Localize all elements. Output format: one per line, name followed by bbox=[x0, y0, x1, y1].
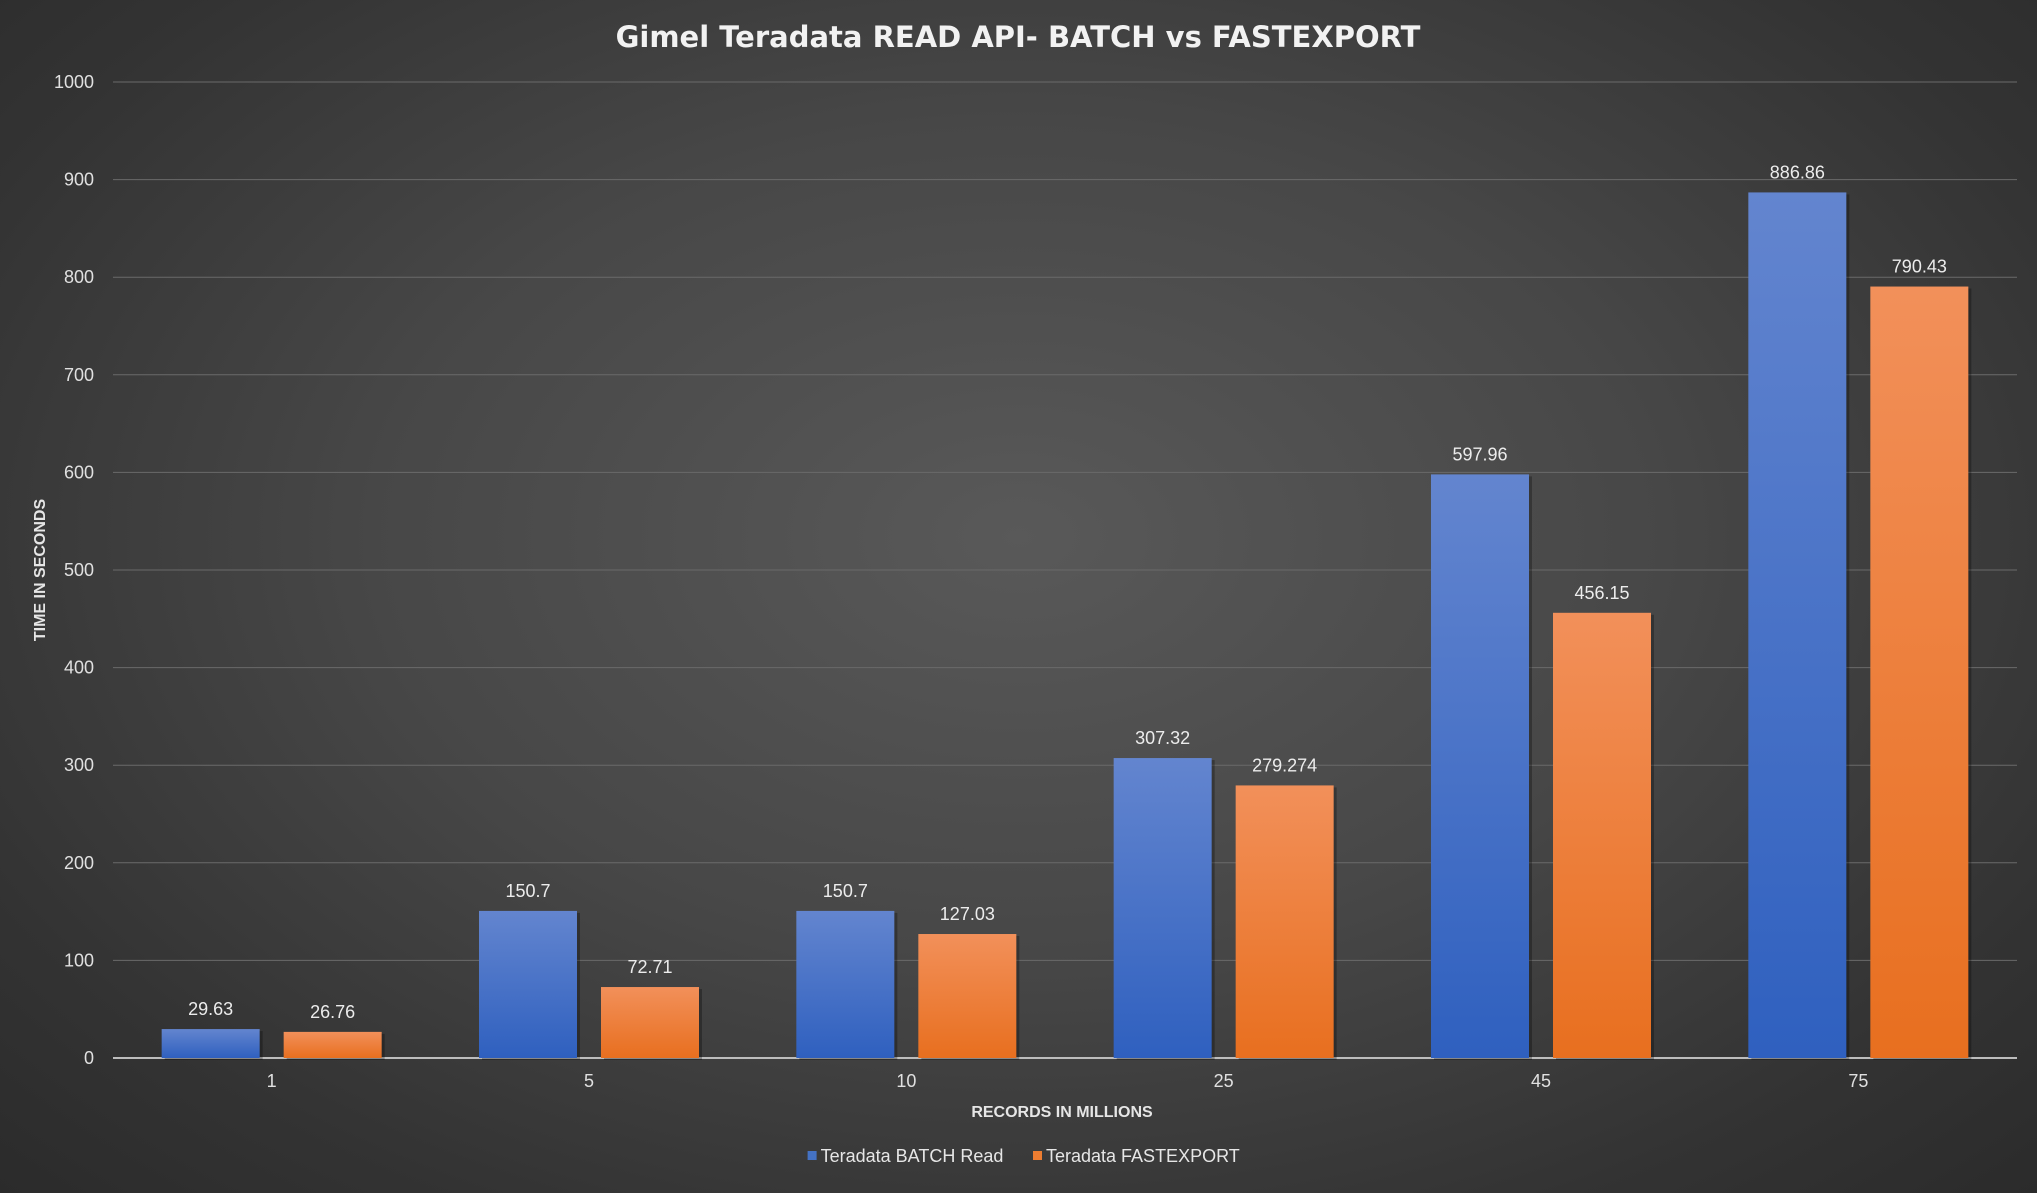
legend-swatch-series-2 bbox=[1033, 1151, 1042, 1160]
bar-series-1-25 bbox=[1113, 758, 1212, 1058]
y-tick-label: 400 bbox=[64, 658, 94, 678]
data-label: 72.71 bbox=[627, 957, 672, 977]
data-label: 886.86 bbox=[1770, 162, 1825, 182]
bar-series-2-75 bbox=[1870, 286, 1969, 1059]
x-axis-ticks: 1 5 10 25 45 75 bbox=[267, 1071, 1869, 1091]
y-tick-label: 1000 bbox=[54, 72, 94, 92]
gridlines bbox=[113, 81, 2017, 1059]
data-labels: 29.63 26.76 150.7 72.71 150.7 127.03 307.32 279… bbox=[188, 162, 1947, 1021]
y-axis-ticks: 0 100 200 300 400 500 600 700 800 900 1000 bbox=[54, 72, 94, 1068]
y-tick-label: 600 bbox=[64, 462, 94, 482]
chart-title: Gimel Teradata READ API- BATCH vs FASTEX… bbox=[616, 20, 1421, 54]
bar-series-2-5 bbox=[601, 987, 699, 1058]
data-label: 597.96 bbox=[1452, 444, 1507, 464]
data-label: 29.63 bbox=[188, 999, 233, 1019]
y-tick-label: 800 bbox=[64, 267, 94, 287]
y-tick-label: 700 bbox=[64, 365, 94, 385]
legend-label-series-2: Teradata FASTEXPORT bbox=[1046, 1146, 1240, 1166]
bar-series-1-75 bbox=[1748, 192, 1847, 1059]
x-tick-label: 25 bbox=[1214, 1071, 1234, 1091]
data-label: 127.03 bbox=[940, 904, 995, 924]
y-tick-label: 0 bbox=[84, 1048, 94, 1068]
bar-series-1-1 bbox=[161, 1029, 260, 1058]
data-label: 150.7 bbox=[505, 881, 550, 901]
y-tick-label: 500 bbox=[64, 560, 94, 580]
x-tick-label: 5 bbox=[584, 1071, 594, 1091]
y-tick-label: 100 bbox=[64, 950, 94, 970]
bars bbox=[161, 192, 1972, 1061]
bar-series-1-10 bbox=[796, 910, 895, 1058]
legend: Teradata BATCH Read Teradata FASTEXPORT bbox=[807, 1146, 1240, 1166]
bar-series-1-45 bbox=[1431, 474, 1529, 1058]
data-label: 307.32 bbox=[1135, 728, 1190, 748]
data-label: 790.43 bbox=[1892, 257, 1947, 277]
x-tick-label: 75 bbox=[1848, 1071, 1868, 1091]
data-label: 279.274 bbox=[1252, 755, 1317, 775]
bar-series-2-1 bbox=[283, 1031, 382, 1058]
data-label: 26.76 bbox=[310, 1002, 355, 1022]
y-axis-label: TIME IN SECONDS bbox=[32, 499, 49, 642]
x-tick-label: 10 bbox=[896, 1071, 916, 1091]
y-tick-label: 200 bbox=[64, 853, 94, 873]
x-tick-label: 1 bbox=[267, 1071, 277, 1091]
bar-series-2-45 bbox=[1553, 612, 1651, 1058]
y-tick-label: 300 bbox=[64, 755, 94, 775]
legend-swatch-series-1 bbox=[807, 1151, 817, 1160]
y-tick-label: 900 bbox=[64, 170, 94, 190]
bar-series-2-10 bbox=[918, 934, 1017, 1058]
x-tick-label: 45 bbox=[1531, 1071, 1551, 1091]
x-axis-label: RECORDS IN MILLIONS bbox=[971, 1104, 1153, 1121]
bar-series-1-5 bbox=[479, 910, 577, 1058]
data-label: 150.7 bbox=[823, 881, 868, 901]
legend-label-series-1: Teradata BATCH Read bbox=[821, 1146, 1004, 1166]
data-label: 456.15 bbox=[1574, 583, 1629, 603]
bar-series-2-25 bbox=[1235, 785, 1334, 1058]
